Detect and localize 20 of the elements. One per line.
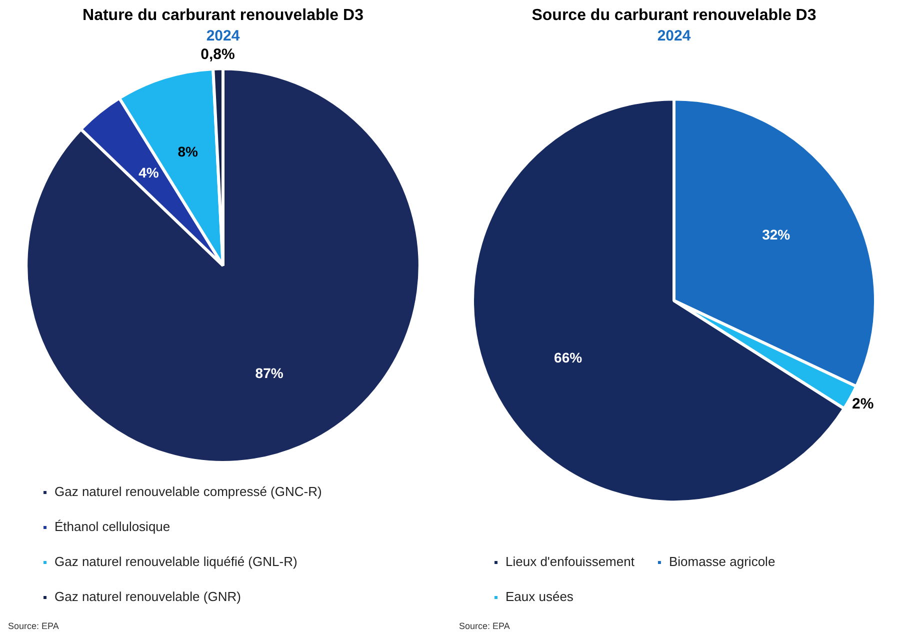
data-label: 4%: [138, 164, 160, 181]
source-note: Source: EPA: [8, 621, 59, 631]
legend-label: Éthanol cellulosique: [54, 519, 170, 534]
legend-label: Eaux usées: [506, 589, 574, 604]
legend-label: Gaz naturel renouvelable (GNR): [54, 589, 241, 604]
chart-subtitle: 2024: [657, 27, 692, 44]
data-label: 2%: [852, 396, 874, 413]
data-label: 66%: [554, 350, 583, 366]
legend-label: Lieux d'enfouissement: [506, 554, 635, 570]
legend-label: Gaz naturel renouvelable compressé (GNC-R): [54, 484, 322, 500]
legend-label: Gaz naturel renouvelable liquéfié (GNL-R): [54, 554, 298, 570]
legend-label: Biomasse agricole: [668, 554, 776, 570]
chart-subtitle: 2024: [206, 27, 240, 44]
chart-title: Nature du carburant renouvelable D3: [82, 7, 364, 24]
chart-title: Source du carburant renouvelable D3: [532, 7, 816, 24]
data-label: 32%: [762, 226, 791, 243]
source-note: Source: EPA: [459, 621, 510, 631]
data-label: 87%: [255, 365, 284, 382]
data-label: 8%: [178, 144, 199, 160]
data-label: 0,8%: [200, 46, 235, 63]
